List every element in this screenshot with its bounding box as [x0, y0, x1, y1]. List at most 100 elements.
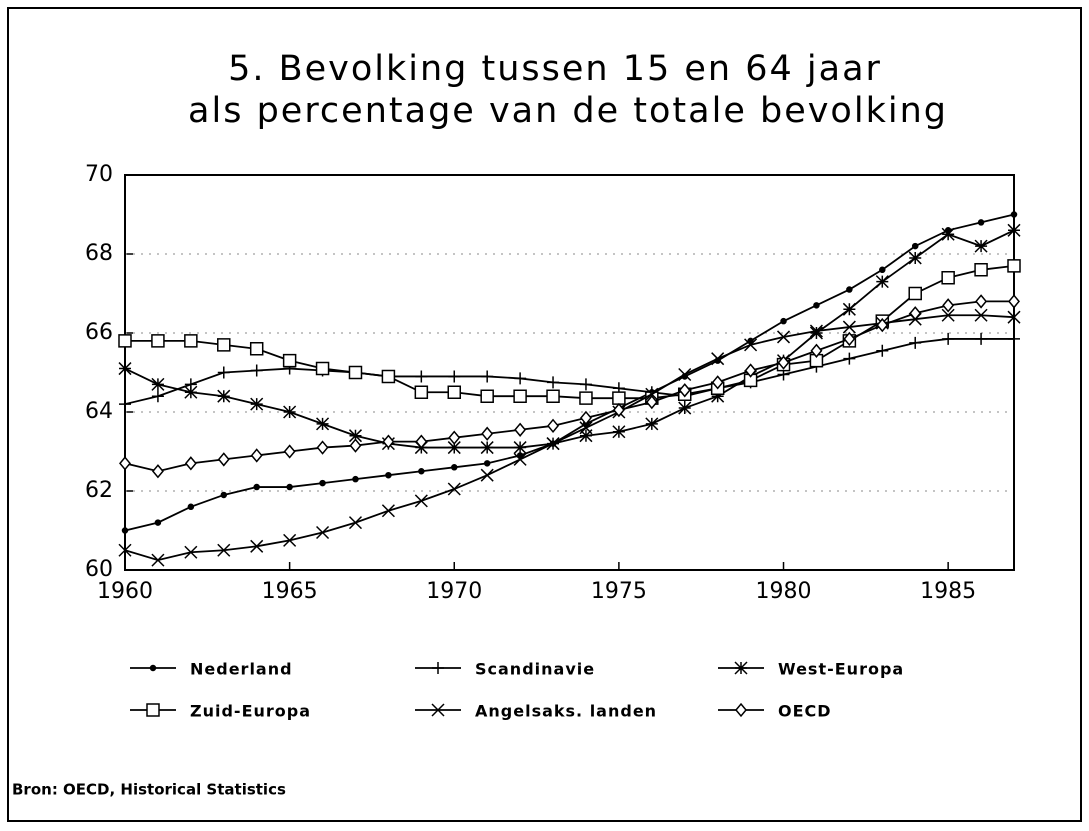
marker: [415, 434, 428, 449]
marker: [283, 533, 297, 547]
marker: [842, 302, 856, 316]
marker: [184, 545, 198, 559]
series-line: [125, 264, 1015, 400]
marker: [118, 362, 132, 376]
marker: [780, 317, 787, 325]
marker: [217, 366, 230, 379]
marker: [249, 342, 264, 356]
marker: [418, 468, 425, 475]
series-line: [124, 213, 1015, 532]
marker: [579, 391, 593, 405]
marker: [612, 425, 626, 439]
marker: [909, 306, 922, 321]
marker: [480, 441, 494, 455]
source: Bron: OECD, Historical Statistics: [12, 781, 286, 799]
marker: [876, 317, 889, 333]
marker: [843, 331, 856, 347]
marker: [1008, 294, 1020, 309]
marker: [414, 385, 429, 399]
marker: [119, 398, 131, 411]
marker: [579, 429, 593, 443]
marker: [151, 390, 164, 403]
marker: [579, 421, 593, 435]
marker: [151, 334, 165, 348]
marker: [645, 417, 659, 431]
y-tick-label: 66: [85, 320, 113, 345]
marker: [447, 441, 461, 455]
marker: [546, 389, 560, 403]
marker: [547, 418, 560, 433]
marker: [579, 410, 592, 426]
marker: [645, 387, 659, 401]
marker: [481, 426, 494, 441]
x-tick-label: 1980: [756, 579, 812, 604]
marker: [316, 525, 330, 540]
marker: [319, 479, 326, 487]
marker: [974, 308, 988, 322]
marker: [151, 377, 165, 391]
series-line: [124, 338, 1014, 405]
marker: [118, 543, 132, 557]
x-tick-label: 1970: [426, 579, 482, 604]
marker: [217, 338, 231, 352]
marker: [149, 664, 157, 672]
marker: [612, 402, 625, 418]
x-tick-label: 1985: [920, 579, 976, 604]
series-line: [124, 229, 1015, 449]
marker: [480, 468, 494, 482]
marker: [451, 464, 458, 471]
frame: [7, 7, 1082, 822]
chart-title: als percentage van de totale bevolking: [188, 91, 948, 131]
marker: [513, 389, 527, 403]
marker: [1010, 211, 1018, 218]
marker: [316, 417, 330, 431]
marker: [513, 441, 527, 455]
marker: [352, 475, 359, 483]
marker: [514, 372, 527, 385]
marker: [809, 326, 823, 340]
plot-frame: [124, 174, 1015, 571]
marker: [974, 263, 988, 277]
marker: [911, 242, 919, 250]
marker: [747, 337, 754, 345]
marker: [432, 662, 444, 674]
marker: [431, 703, 445, 717]
marker: [1007, 259, 1021, 273]
marker: [286, 483, 293, 491]
marker: [381, 369, 396, 384]
marker: [282, 353, 297, 368]
legend-label: Scandinavie: [475, 660, 595, 679]
series-line: [124, 314, 1015, 562]
y-tick-label: 60: [85, 557, 113, 582]
marker: [184, 456, 197, 471]
legend-label: West-Europa: [778, 660, 904, 679]
marker: [217, 543, 231, 557]
marker: [678, 401, 692, 415]
marker: [1008, 332, 1020, 345]
marker: [909, 336, 922, 349]
marker: [382, 434, 395, 449]
marker: [810, 343, 823, 358]
marker: [187, 503, 195, 511]
marker: [975, 294, 988, 309]
x-tick-label: 1965: [262, 579, 318, 604]
y-tick-label: 68: [85, 241, 113, 266]
marker: [941, 227, 955, 241]
marker: [184, 334, 198, 348]
marker: [879, 266, 886, 274]
y-tick-label: 64: [85, 399, 113, 424]
series-line: [124, 300, 1014, 473]
x-tick-label: 1975: [591, 579, 647, 604]
legend-label: Angelsaks. landen: [475, 702, 657, 721]
marker: [645, 394, 658, 410]
marker: [283, 405, 297, 419]
marker: [942, 298, 955, 313]
marker: [777, 355, 790, 370]
legend-label: OECD: [778, 702, 832, 721]
marker: [908, 251, 922, 265]
marker: [151, 553, 165, 567]
marker: [612, 391, 626, 405]
marker: [253, 483, 260, 491]
marker: [941, 270, 955, 285]
marker: [842, 320, 856, 334]
